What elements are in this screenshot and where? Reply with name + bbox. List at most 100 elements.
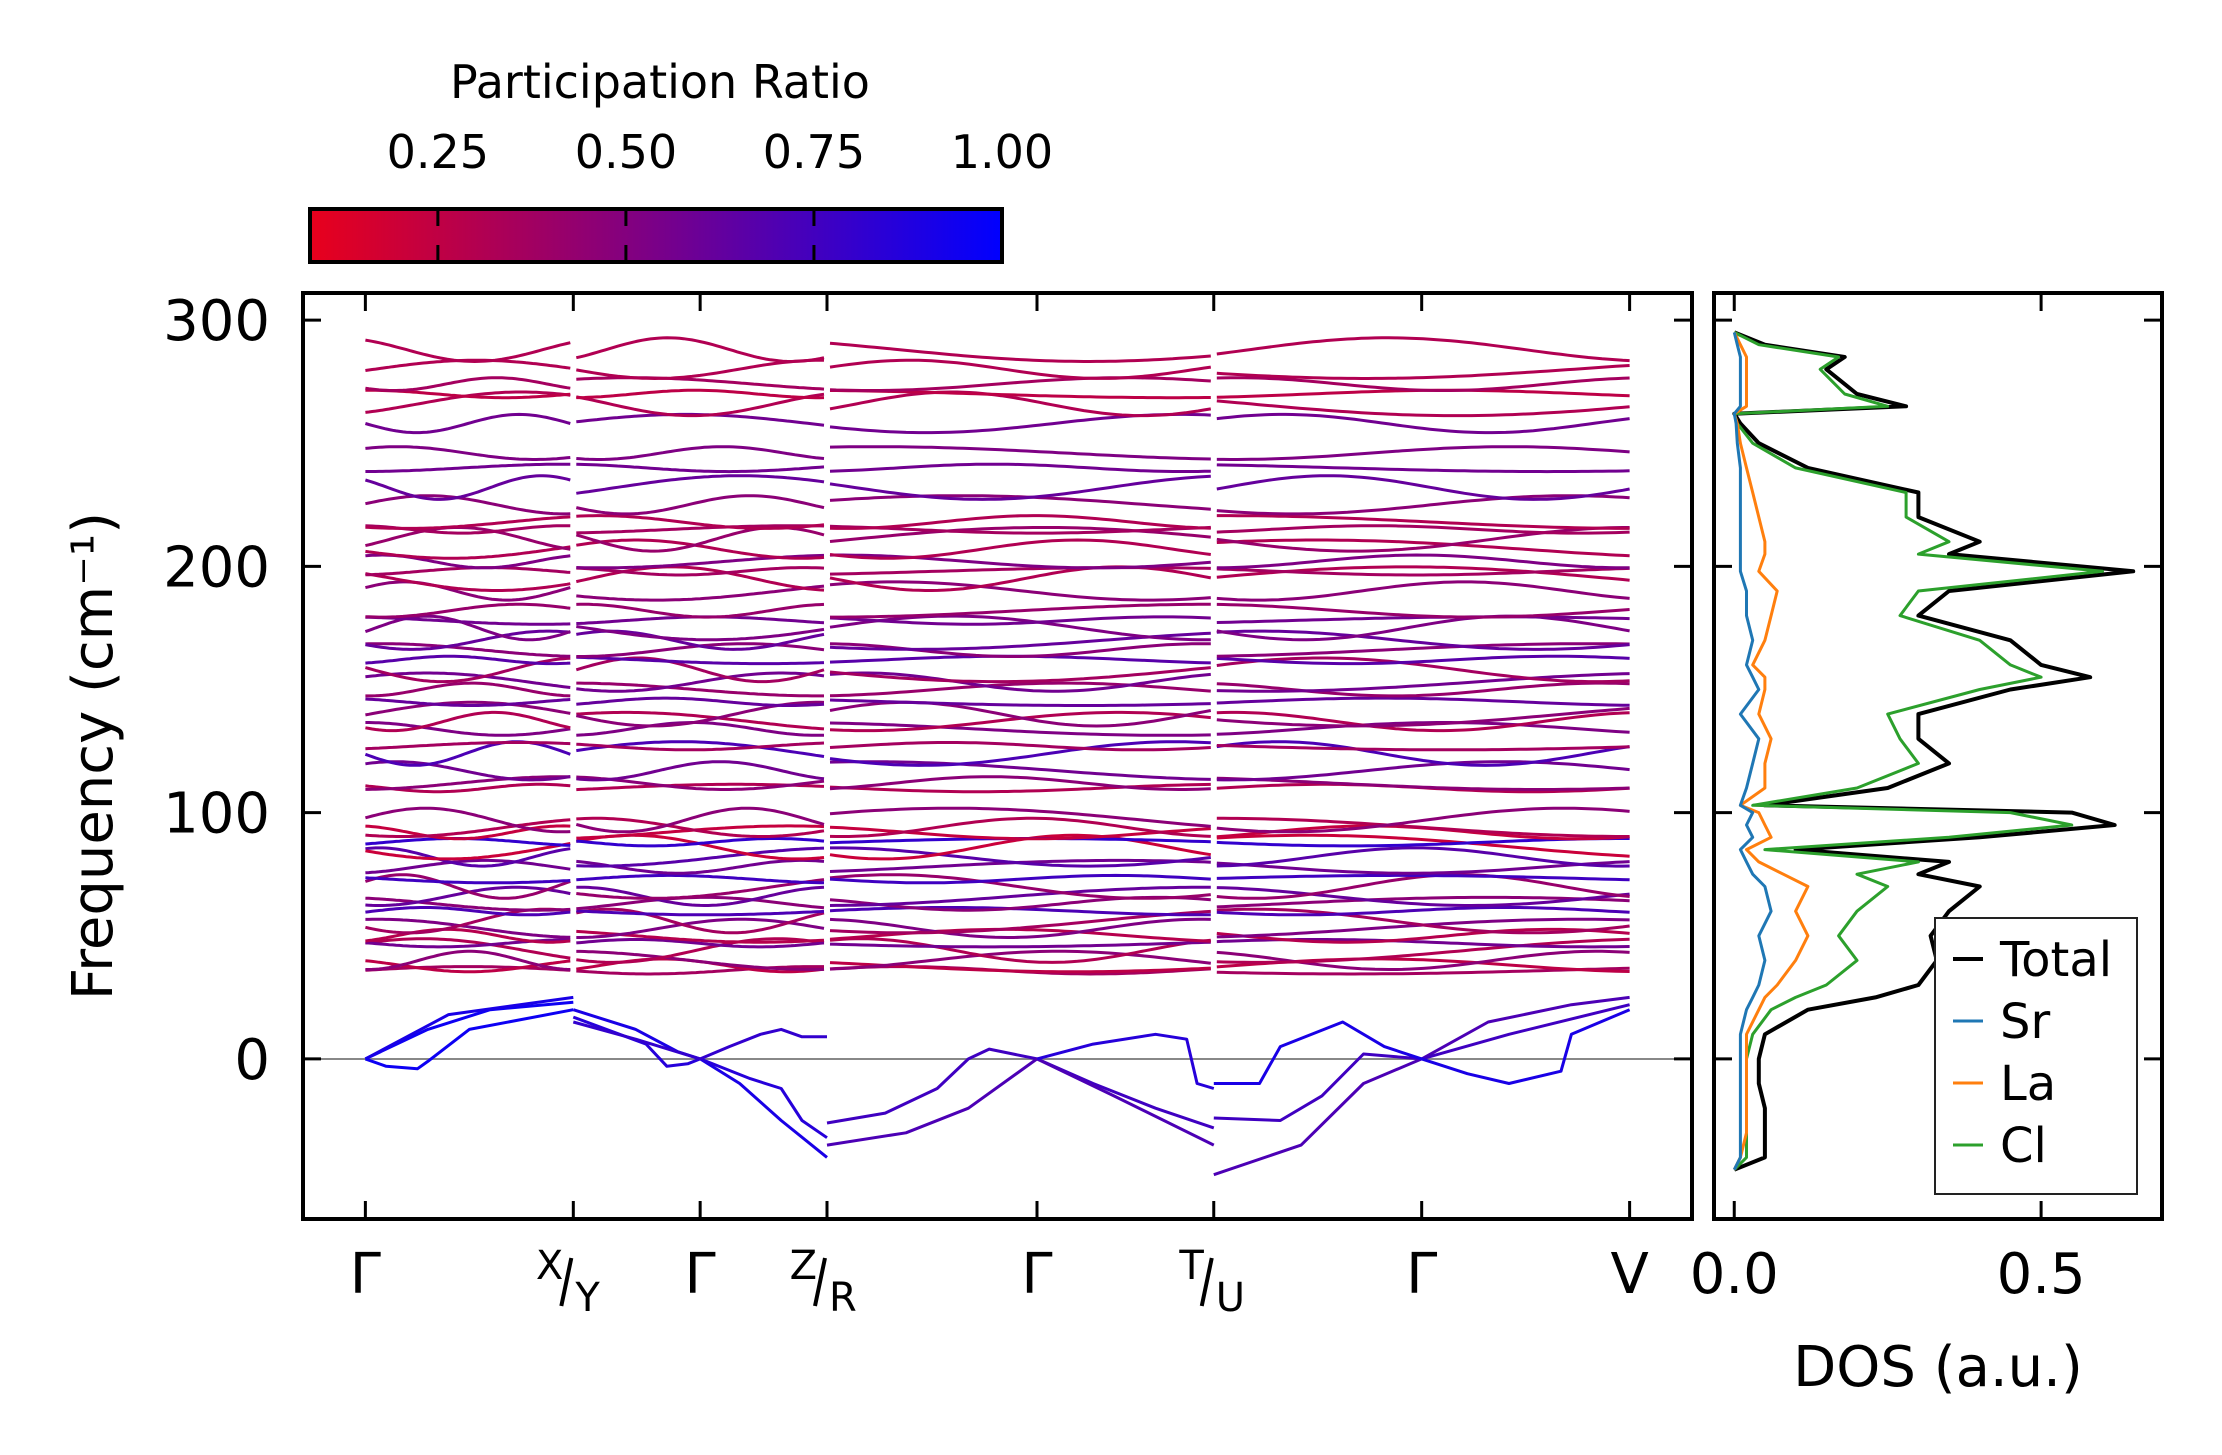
optical-band xyxy=(364,474,571,501)
acoustic-band xyxy=(572,1020,827,1061)
y-tick-label: 0 xyxy=(234,1028,270,1093)
optical-band xyxy=(1216,906,1630,917)
kpoint-label-top: Z xyxy=(790,1243,817,1289)
optical-band xyxy=(1216,949,1630,971)
kpoint-label: Γ xyxy=(350,1242,381,1307)
optical-band xyxy=(1216,580,1630,602)
optical-band xyxy=(365,515,571,530)
optical-band xyxy=(829,917,1211,939)
optical-band xyxy=(365,917,571,939)
main-axes-frame xyxy=(301,291,1694,1221)
optical-band xyxy=(829,775,1211,791)
optical-band xyxy=(1216,602,1630,619)
optical-band xyxy=(576,775,825,791)
optical-band xyxy=(576,655,825,666)
optical-band xyxy=(1216,681,1630,698)
kpoint-label-bottom: R xyxy=(829,1275,857,1321)
dos-curve-sr xyxy=(1732,332,1773,1171)
optical-band xyxy=(576,938,825,949)
optical-band xyxy=(1216,553,1630,570)
optical-band xyxy=(829,642,1211,658)
optical-band xyxy=(829,721,1211,737)
optical-band xyxy=(1216,524,1630,535)
optical-band xyxy=(365,681,571,698)
y-tick-label: 200 xyxy=(163,535,270,600)
optical-band xyxy=(1216,776,1630,791)
optical-band xyxy=(829,698,1211,707)
optical-band xyxy=(1216,364,1630,380)
optical-band xyxy=(576,376,825,391)
kpoint-label: Γ xyxy=(1406,1242,1437,1307)
colorbar: Participation Ratio 0.25 0.50 0.75 1.00 xyxy=(308,55,1053,264)
kpoint-label: V xyxy=(1610,1242,1648,1307)
optical-band xyxy=(365,642,571,658)
optical-band xyxy=(1216,806,1630,834)
optical-band xyxy=(829,873,1211,900)
optical-band xyxy=(576,358,825,381)
optical-band xyxy=(829,760,1211,781)
optical-band xyxy=(1216,642,1630,658)
optical-band xyxy=(829,462,1211,473)
optical-band xyxy=(365,818,571,838)
optical-band xyxy=(829,741,1211,752)
kpoint-label-top: X xyxy=(536,1243,563,1289)
optical-band xyxy=(829,782,1211,794)
optical-band xyxy=(829,341,1211,363)
optical-band xyxy=(576,602,825,619)
optical-band xyxy=(1216,696,1630,707)
dos-curve-la xyxy=(1732,331,1810,1171)
optical-band xyxy=(365,896,571,912)
optical-band xyxy=(365,338,571,364)
optical-band xyxy=(1216,833,1630,858)
optical-band xyxy=(829,940,1211,949)
optical-band xyxy=(365,545,571,560)
optical-band xyxy=(575,806,825,834)
optical-band xyxy=(1216,654,1630,666)
optical-band xyxy=(829,566,1211,576)
legend-entry-cl: Cl xyxy=(1953,1118,2047,1174)
optical-band xyxy=(829,614,1211,642)
optical-band xyxy=(576,566,825,577)
optical-band xyxy=(365,949,571,971)
optical-band xyxy=(576,681,824,698)
optical-band xyxy=(365,927,571,944)
optical-band xyxy=(829,825,1211,841)
acoustic-band xyxy=(364,995,574,1061)
optical-band xyxy=(576,873,825,885)
optical-band xyxy=(576,909,825,917)
optical-band xyxy=(365,615,571,626)
optical-band xyxy=(829,615,1211,626)
optical-band xyxy=(364,873,571,900)
optical-band xyxy=(576,885,825,907)
optical-band xyxy=(365,700,571,717)
optical-band xyxy=(829,565,1212,592)
optical-band xyxy=(1216,937,1630,964)
optical-band xyxy=(365,842,571,861)
acoustic-band xyxy=(1036,1032,1215,1090)
optical-band xyxy=(1216,846,1630,868)
colorbar-tick-label: 0.75 xyxy=(763,125,865,179)
optical-band xyxy=(576,895,825,911)
optical-band xyxy=(576,584,825,602)
acoustic-band xyxy=(364,1008,574,1071)
optical-band xyxy=(829,740,1211,767)
optical-band xyxy=(576,846,825,868)
optical-band xyxy=(365,906,571,917)
optical-band xyxy=(829,873,1211,885)
optical-band xyxy=(829,816,1211,838)
optical-band xyxy=(1216,463,1630,474)
optical-band xyxy=(576,837,825,848)
optical-band xyxy=(365,629,571,651)
optical-band xyxy=(1216,526,1630,553)
optical-band xyxy=(365,654,571,666)
optical-band xyxy=(576,907,825,935)
optical-band xyxy=(365,775,571,791)
optical-band xyxy=(1216,672,1630,693)
kpoint-slash xyxy=(813,1257,827,1307)
optical-band xyxy=(364,614,571,642)
optical-band xyxy=(365,806,571,834)
optical-band xyxy=(830,846,1211,868)
optical-band xyxy=(829,390,1212,418)
optical-band xyxy=(576,965,824,976)
colorbar-title: Participation Ratio xyxy=(450,55,870,109)
